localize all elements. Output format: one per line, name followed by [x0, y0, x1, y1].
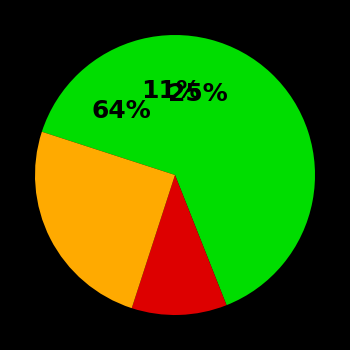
Wedge shape: [132, 175, 226, 315]
Text: 64%: 64%: [91, 99, 151, 122]
Text: 25%: 25%: [168, 82, 227, 106]
Text: 11%: 11%: [141, 79, 201, 103]
Wedge shape: [42, 35, 315, 305]
Wedge shape: [35, 132, 175, 308]
